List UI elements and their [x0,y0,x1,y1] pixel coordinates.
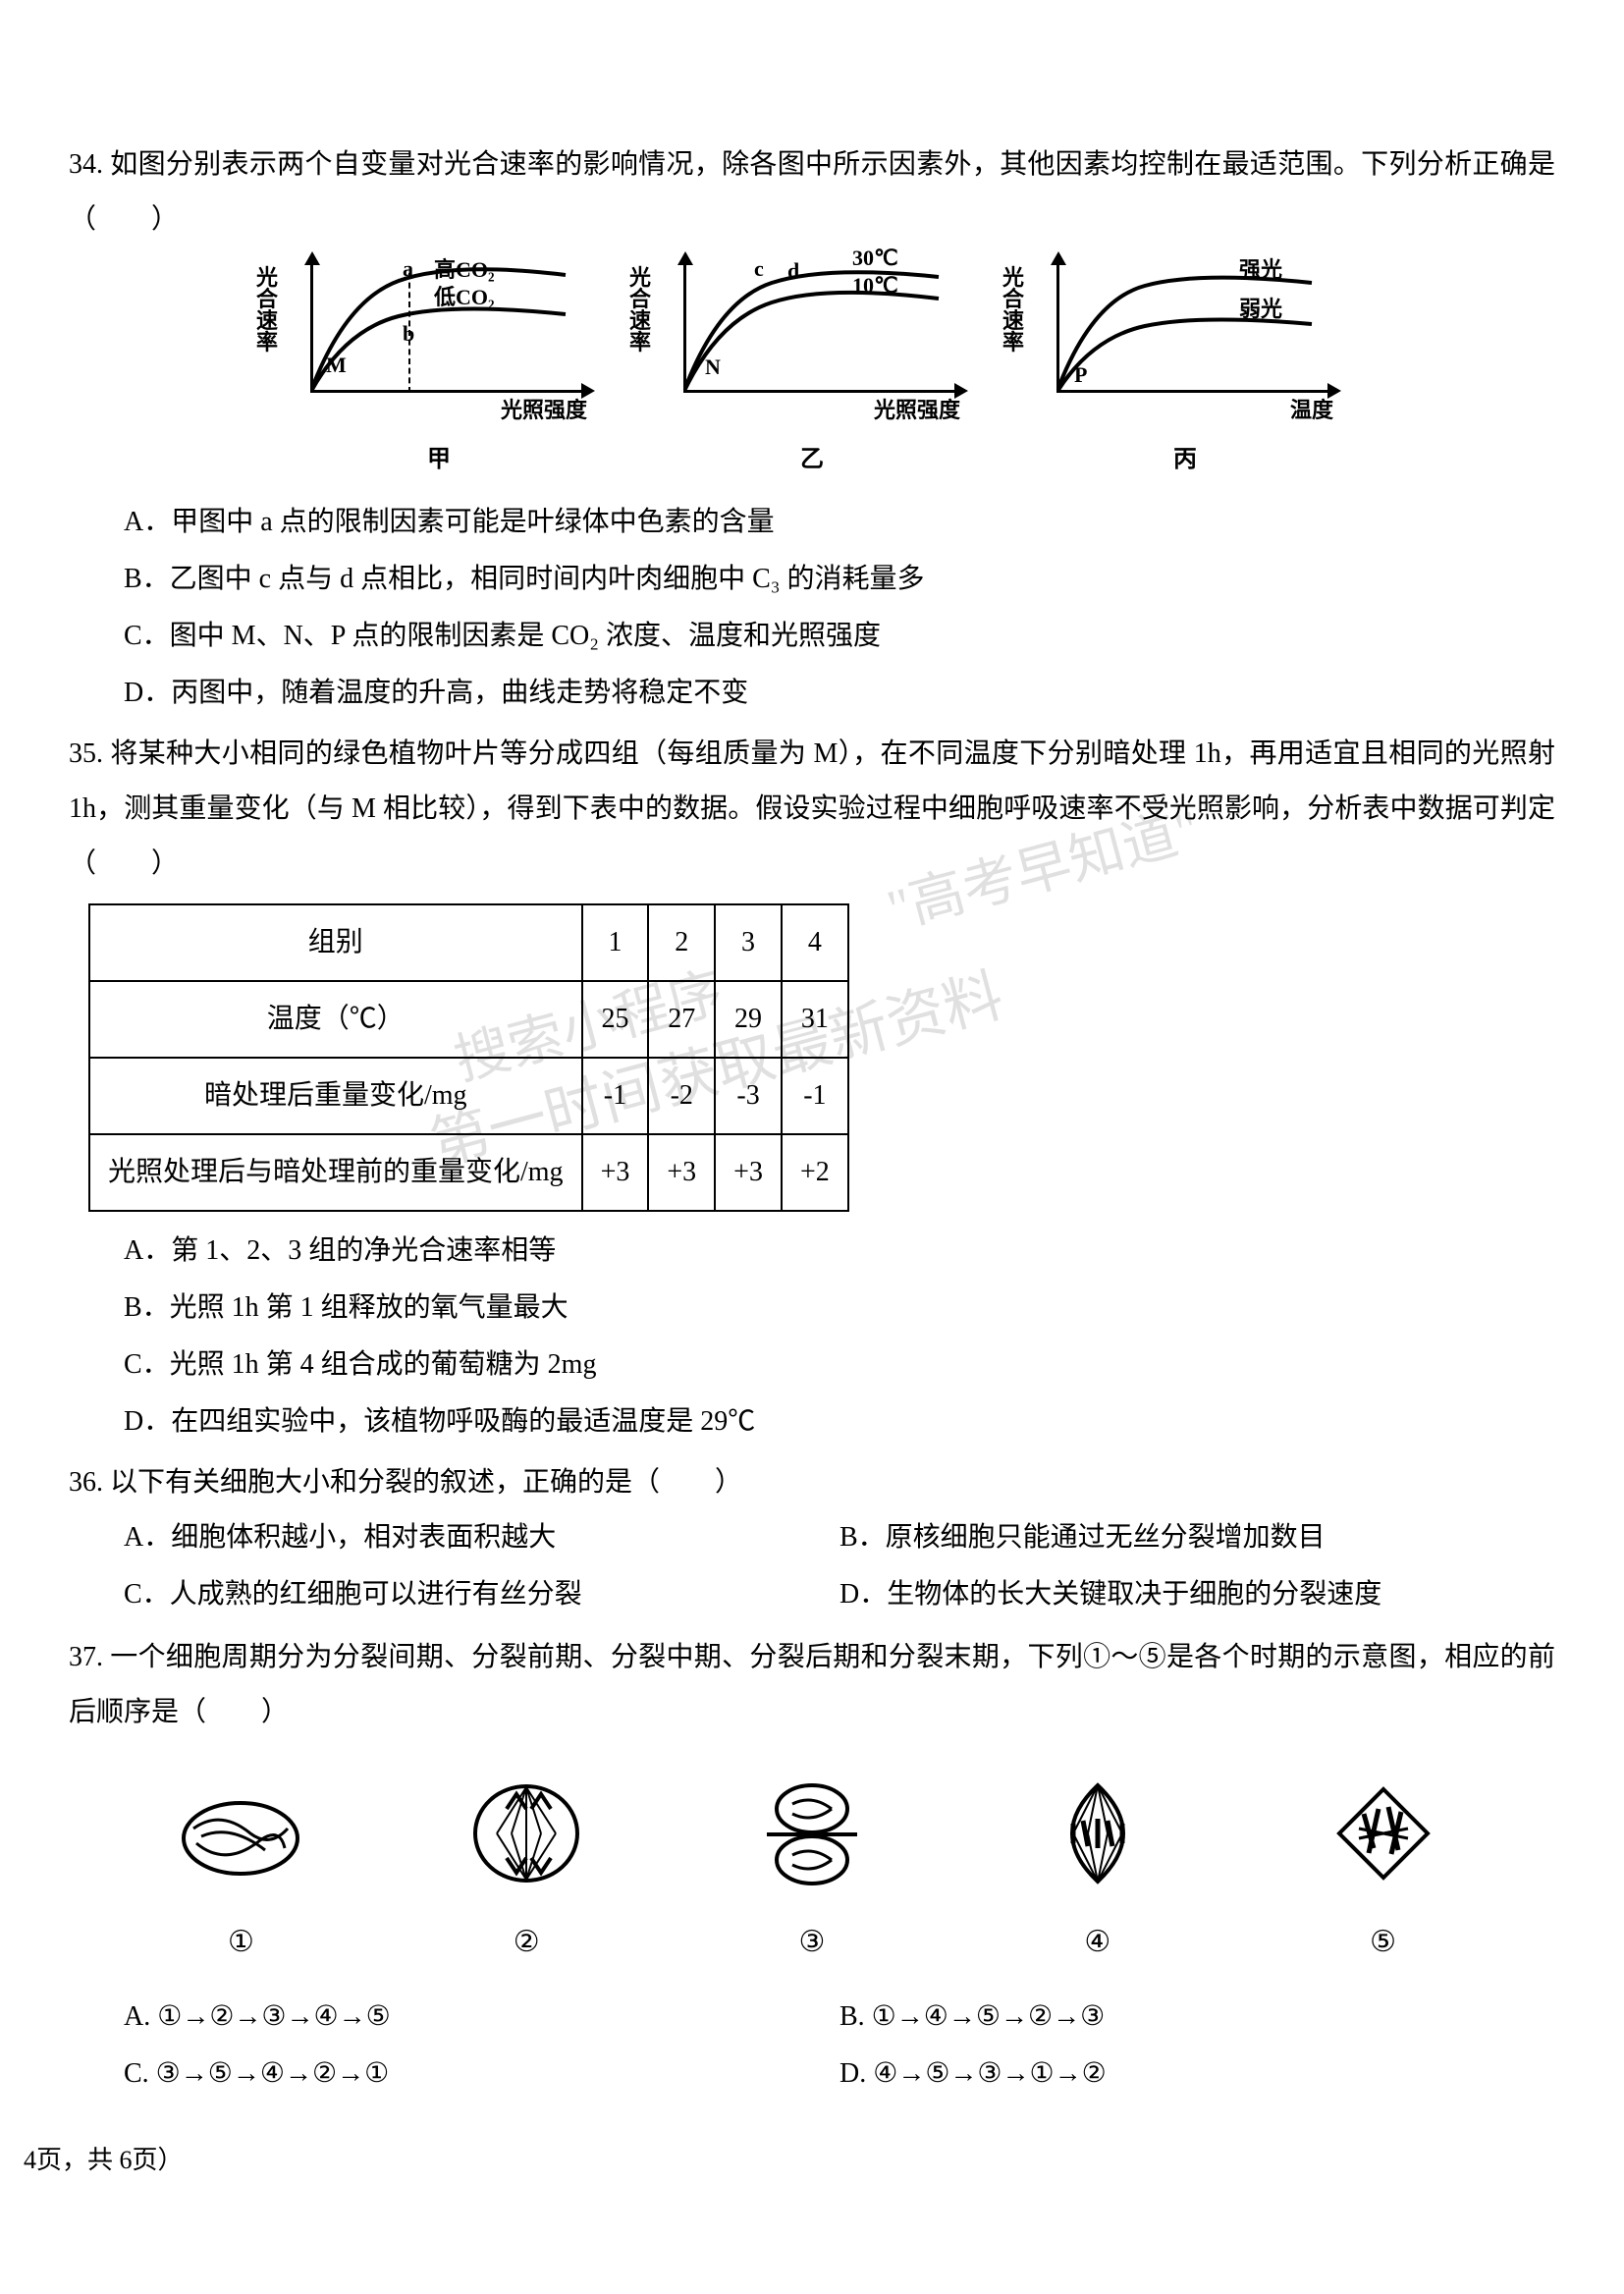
caption-yi: 乙 [660,436,964,483]
option-a: A. ①→②→③→④→⑤ [124,1990,839,2045]
question-36: 36. 以下有关细胞大小和分裂的叙述，正确的是（ ） A．细胞体积越小，相对表面… [69,1455,1555,1624]
fig-2: ② [458,1779,595,1972]
col-head: 3 [715,904,782,981]
table-row: 温度（℃） 25 27 29 31 [89,981,848,1058]
cell-telophase-icon [743,1779,881,1887]
option-d: D．在四组实验中，该植物呼吸酶的最适温度是 29℃ [124,1394,1555,1449]
question-37: 37. 一个细胞周期分为分裂间期、分裂前期、分裂中期、分裂后期和分裂末期，下列①… [69,1630,1555,2103]
q37-stem: 37. 一个细胞周期分为分裂间期、分裂前期、分裂中期、分裂后期和分裂末期，下列①… [69,1630,1555,1740]
q37-figures: ① ② ③ [128,1779,1496,1972]
label-weak: 弱光 [1239,299,1282,320]
label-strong: 强光 [1239,259,1282,281]
option-c: C．人成熟的红细胞可以进行有丝分裂 [124,1567,839,1622]
cell-anaphase-icon [458,1779,595,1887]
row-head: 温度（℃） [89,981,582,1058]
chart-bing: 光合速率 P 强光 弱光 温度 丙 [1033,255,1337,483]
curves [1056,261,1331,393]
fig-5: ⑤ [1315,1779,1452,1972]
cell-metaphase-icon [1029,1779,1166,1887]
fig-4: ④ [1029,1779,1166,1972]
option-b: B．原核细胞只能通过无丝分裂增加数目 [839,1510,1555,1565]
pt-M: M [326,344,347,387]
option-c: C. ③→⑤→④→②→① [124,2047,839,2102]
pt-b: b [403,312,414,355]
fig-3: ③ [743,1779,881,1972]
cell: 31 [782,981,848,1058]
fig-1: ① [172,1779,309,1972]
col-head: 1 [582,904,649,981]
row-head: 光照处理后与暗处理前的重量变化/mg [89,1134,582,1211]
row-head: 暗处理后重量变化/mg [89,1058,582,1134]
cell: -1 [582,1058,649,1134]
xlabel: 光照强度 [874,389,960,432]
label-10c: 10℃ [852,275,898,297]
label-high-co2: 高CO₂ [434,259,495,281]
fig-num: ② [458,1913,595,1972]
pt-c: c [754,247,764,291]
option-b: B. ①→④→⑤→②→③ [839,1990,1555,2045]
col-head: 4 [782,904,848,981]
cell: 27 [648,981,715,1058]
option-a: A．第 1、2、3 组的净光合速率相等 [124,1224,1555,1279]
option-d: D．丙图中，随着温度的升高，曲线走势将稳定不变 [124,666,1555,721]
option-c: C．光照 1h 第 4 组合成的葡萄糖为 2mg [124,1338,1555,1393]
xlabel: 光照强度 [501,389,587,432]
cell: -3 [715,1058,782,1134]
q35-table: 组别 1 2 3 4 温度（℃） 25 27 29 31 暗处理后重量变化/mg… [88,903,849,1212]
ylabel: 光合速率 [1000,267,1027,354]
ylabel: 光合速率 [253,267,281,354]
fig-num: ⑤ [1315,1913,1452,1972]
option-d: D. ④→⑤→③→①→② [839,2047,1555,2102]
cell: -2 [648,1058,715,1134]
page-footer: 4页，共 6页） [24,2135,184,2186]
table-row: 光照处理后与暗处理前的重量变化/mg +3 +3 +3 +2 [89,1134,848,1211]
cell: +3 [715,1134,782,1211]
fig-num: ③ [743,1913,881,1972]
q34-stem: 34. 如图分别表示两个自变量对光合速率的影响情况，除各图中所示因素外，其他因素… [69,137,1555,247]
q34-charts: 光合速率 a b M 高CO₂ 低CO₂ 光照强度 甲 [69,255,1555,483]
cell: +2 [782,1134,848,1211]
question-34: 34. 如图分别表示两个自变量对光合速率的影响情况，除各图中所示因素外，其他因素… [69,137,1555,721]
fig-num: ① [172,1913,309,1972]
q34-options: A．甲图中 a 点的限制因素可能是叶绿体中色素的含量 B．乙图中 c 点与 d … [69,495,1555,721]
label-30c: 30℃ [852,247,898,269]
option-c: C．图中 M、N、P 点的限制因素是 CO₂ 浓度、温度和光照强度 [124,609,1555,664]
caption-jia: 甲 [287,436,591,483]
question-35: 35. 将某种大小相同的绿色植物叶片等分成四组（每组质量为 M），在不同温度下分… [69,727,1555,1449]
option-a: A．甲图中 a 点的限制因素可能是叶绿体中色素的含量 [124,495,1555,550]
caption-bing: 丙 [1033,436,1337,483]
cell: -1 [782,1058,848,1134]
pt-N: N [705,346,721,389]
chart-yi: 光合速率 c d N 30℃ 10℃ 光照强度 乙 [660,255,964,483]
q37-options: A. ①→②→③→④→⑤ B. ①→④→⑤→②→③ C. ③→⑤→④→②→① D… [69,1990,1555,2103]
q36-options: A．细胞体积越小，相对表面积越大 B．原核细胞只能通过无丝分裂增加数目 C．人成… [69,1510,1555,1624]
pt-a: a [403,247,413,291]
xlabel: 温度 [1290,389,1333,432]
label-low-co2: 低CO₂ [434,287,495,308]
pt-d: d [787,249,799,293]
q36-stem: 36. 以下有关细胞大小和分裂的叙述，正确的是（ ） [69,1455,1555,1510]
ylabel: 光合速率 [626,267,654,354]
q35-stem: 35. 将某种大小相同的绿色植物叶片等分成四组（每组质量为 M），在不同温度下分… [69,727,1555,892]
curves [683,261,958,393]
cell-prophase-icon [1315,1779,1452,1887]
option-b: B．乙图中 c 点与 d 点相比，相同时间内叶肉细胞中 C₃ 的消耗量多 [124,552,1555,607]
cell-interphase-icon [172,1779,309,1887]
cell: +3 [648,1134,715,1211]
pt-P: P [1074,354,1087,397]
col-head: 2 [648,904,715,981]
table-row: 暗处理后重量变化/mg -1 -2 -3 -1 [89,1058,848,1134]
cell: 25 [582,981,649,1058]
q35-options: A．第 1、2、3 组的净光合速率相等 B．光照 1h 第 1 组释放的氧气量最… [69,1224,1555,1449]
table-row-head: 组别 1 2 3 4 [89,904,848,981]
cell: +3 [582,1134,649,1211]
cell: 29 [715,981,782,1058]
option-b: B．光照 1h 第 1 组释放的氧气量最大 [124,1281,1555,1336]
fig-num: ④ [1029,1913,1166,1972]
option-d: D．生物体的长大关键取决于细胞的分裂速度 [839,1567,1555,1622]
option-a: A．细胞体积越小，相对表面积越大 [124,1510,839,1565]
col-head: 组别 [89,904,582,981]
chart-jia: 光合速率 a b M 高CO₂ 低CO₂ 光照强度 甲 [287,255,591,483]
